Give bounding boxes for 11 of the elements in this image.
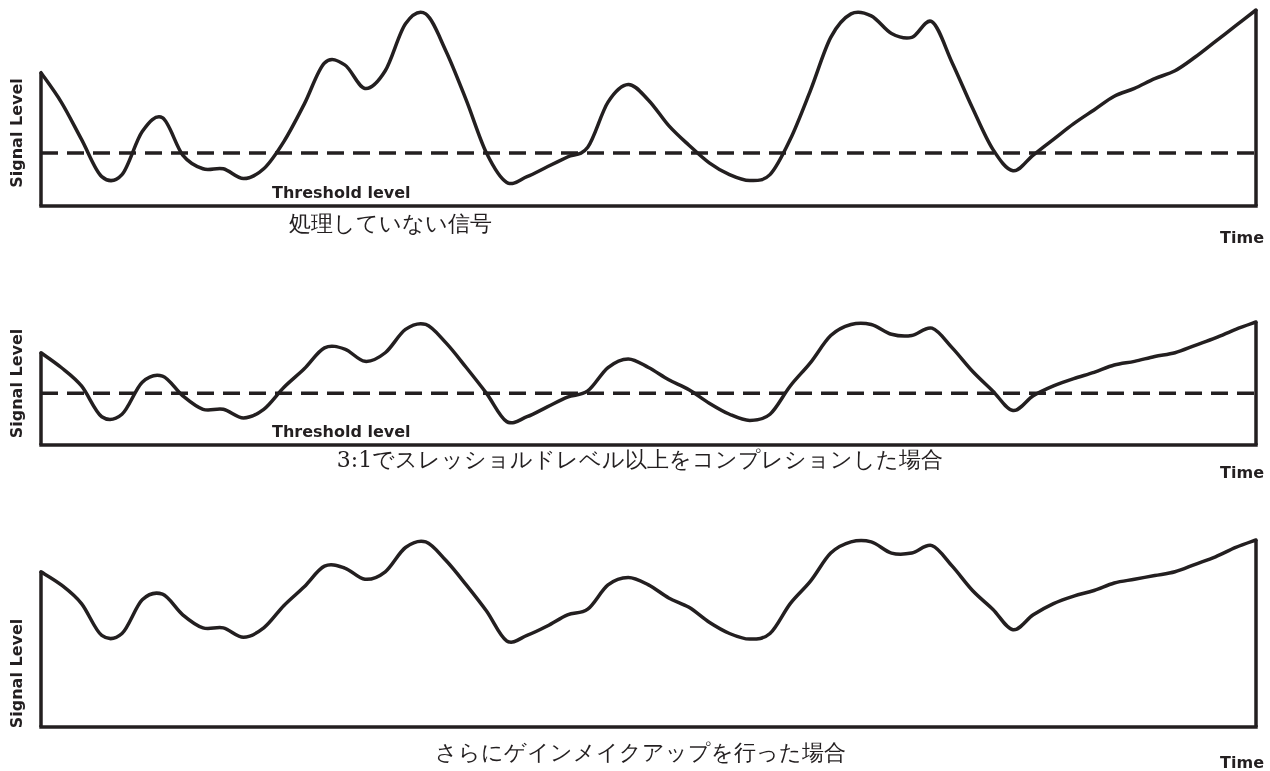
x-axis-title: Time	[1220, 463, 1265, 482]
y-axis-title: Signal Level	[7, 328, 26, 439]
x-axis-title: Time	[1220, 753, 1265, 771]
x-axis-title: Time	[1220, 228, 1265, 247]
ref-line-label: Threshold level	[272, 422, 411, 441]
text: さらにゲインメイクアップを行った場合	[434, 740, 846, 765]
text: 3:1でスレッショルドレベル以上をコンプレションした場合	[336, 447, 944, 472]
ref-line-label: Threshold level	[272, 183, 411, 202]
text: 処理していない信号	[288, 211, 492, 236]
y-axis-title: Signal Level	[7, 78, 26, 188]
y-axis-title: Signal Level	[7, 618, 26, 729]
